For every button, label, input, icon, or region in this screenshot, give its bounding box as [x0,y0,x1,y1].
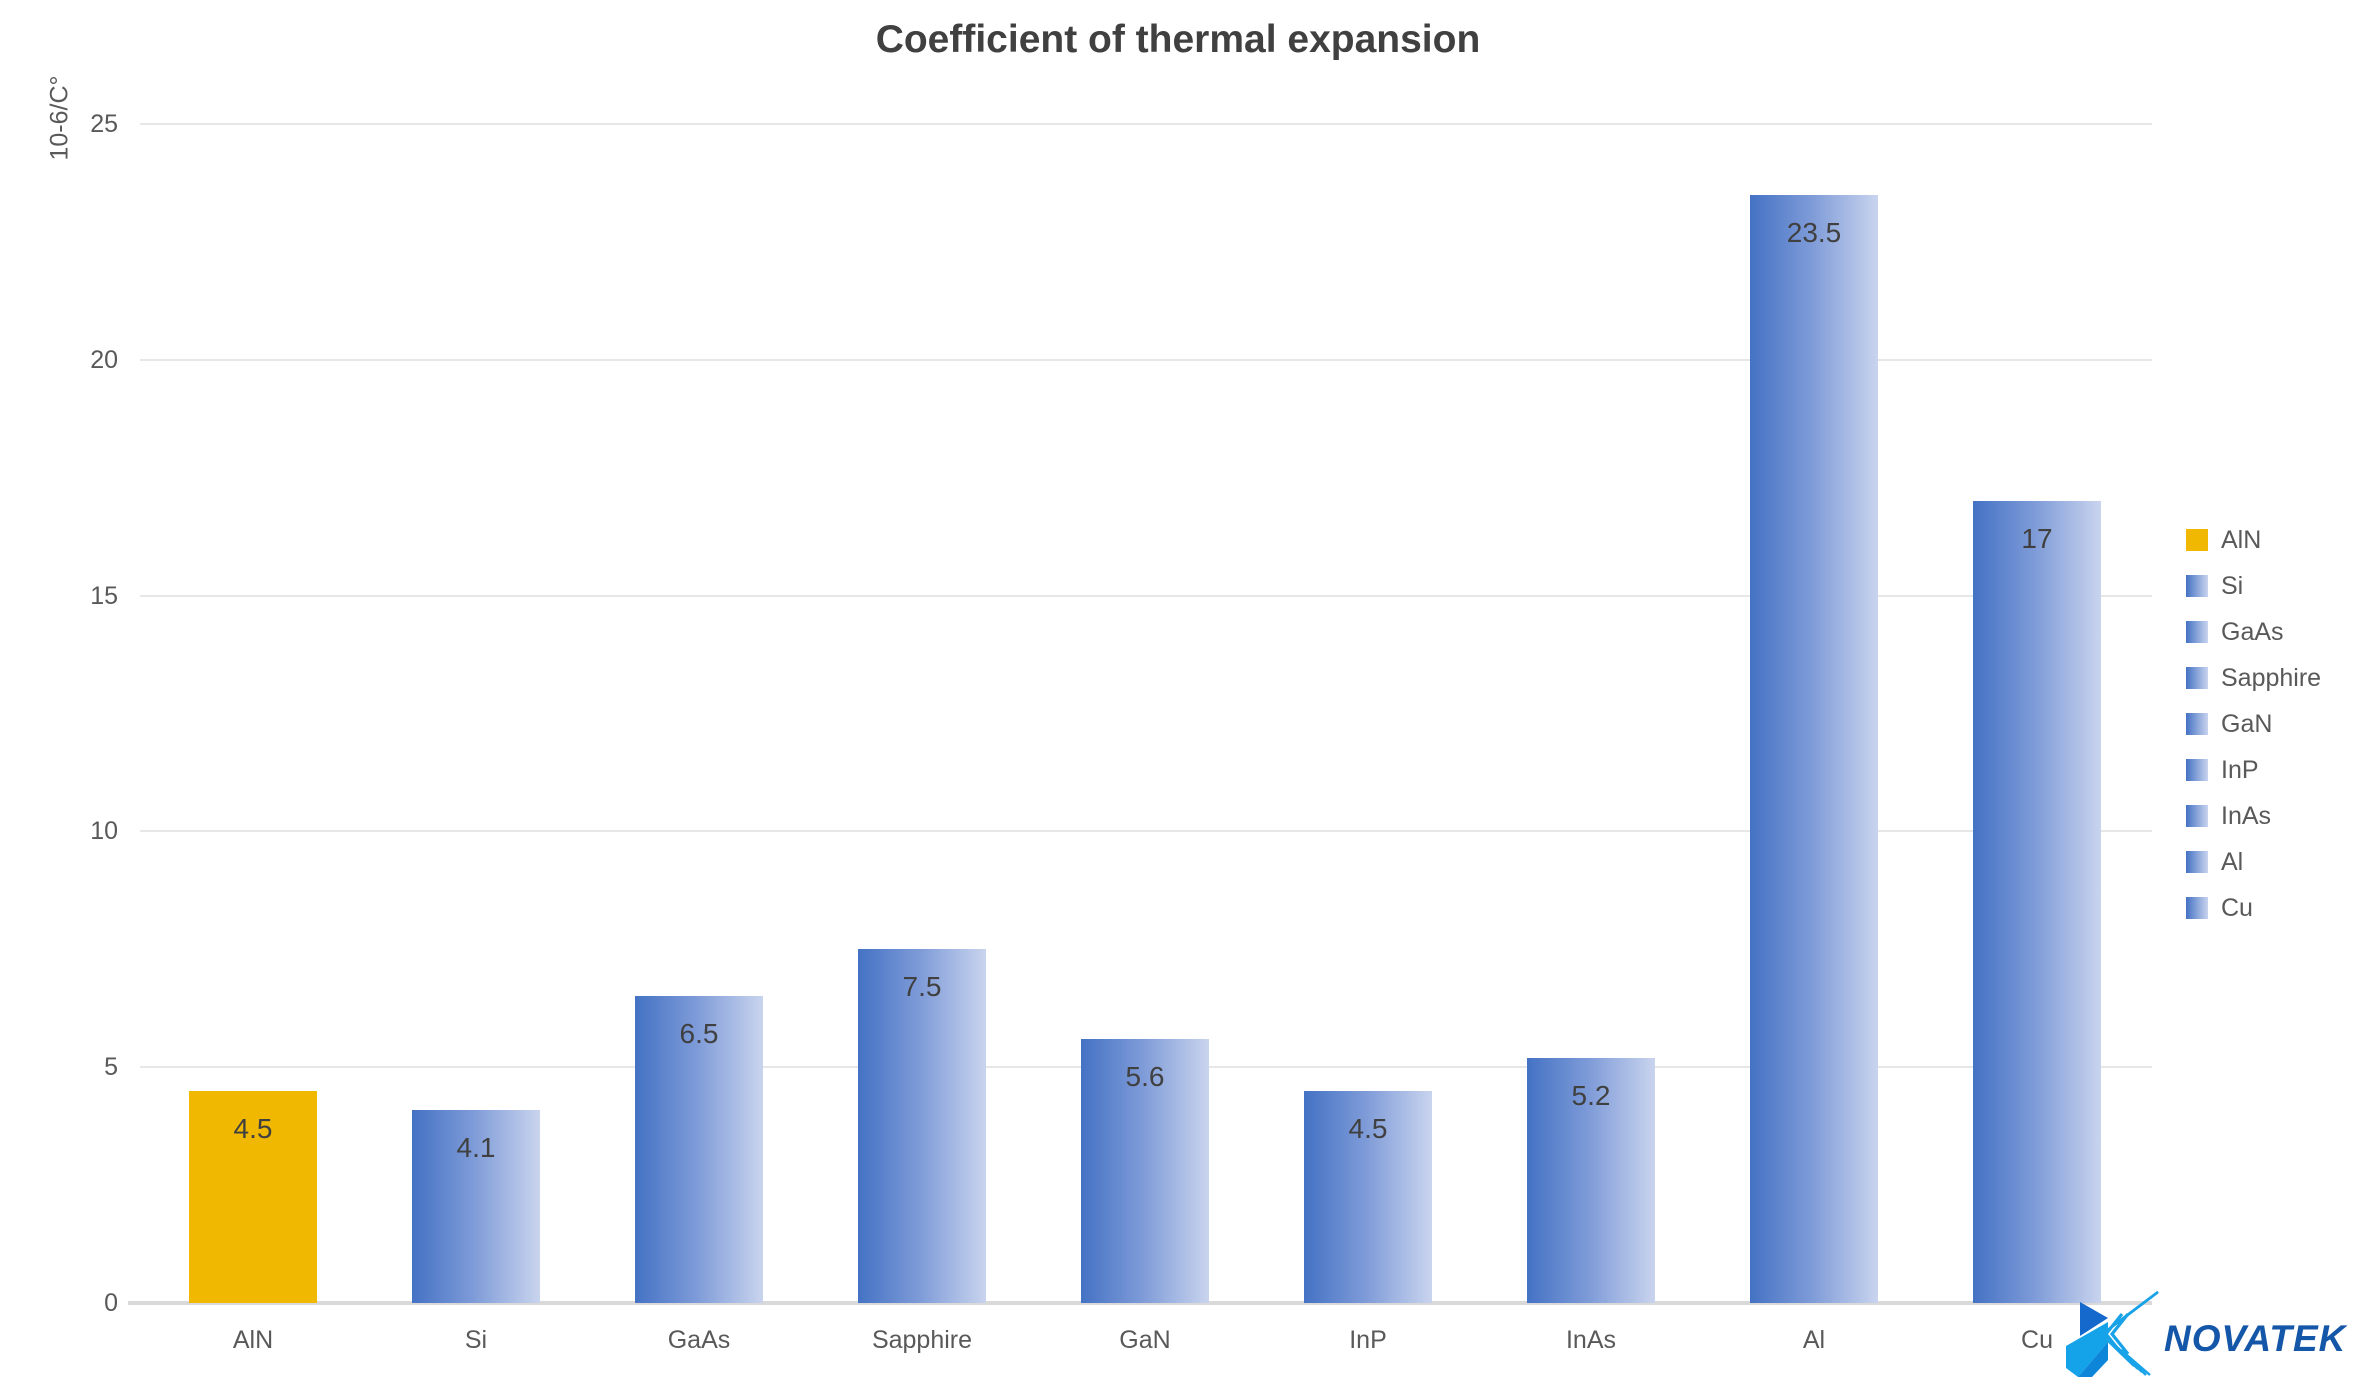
legend-item-Sapphire: Sapphire [2186,655,2321,701]
xtick-label-Sapphire: Sapphire [871,1326,973,1354]
legend-swatch-Si [2186,575,2208,597]
novatek-logo-icon [2066,1291,2159,1377]
legend-label-Sapphire: Sapphire [2221,663,2322,692]
bar-InP [1304,1091,1432,1303]
legend-swatch-AlN [2186,529,2208,551]
x-axis-line [128,1301,2152,1305]
value-label-GaAs: 6.5 [679,1018,719,1049]
gridline-15 [140,594,2152,597]
legend-label-InAs: InAs [2221,801,2272,830]
ytick-label-15: 15 [90,581,118,610]
value-label-GaN: 5.6 [1125,1061,1165,1092]
bar-GaAs [635,996,763,1303]
bar-Sapphire [858,949,986,1303]
xtick-label-InP: InP [1349,1326,1387,1354]
ytick-label-10: 10 [90,817,118,846]
novatek-logo: NOVATEK [2058,1284,2356,1379]
bar-Si [412,1110,540,1303]
legend-label-GaN: GaN [2221,709,2273,738]
legend-swatch-Cu [2186,897,2208,919]
value-label-AlN: 4.5 [233,1113,273,1144]
gridline-10 [140,830,2152,833]
legend-item-InP: InP [2186,747,2321,793]
legend-label-Al: Al [2221,847,2244,876]
legend-item-Si: Si [2186,563,2321,609]
xtick-label-GaAs: GaAs [667,1326,731,1354]
value-label-Al: 23.5 [1786,217,1842,248]
xtick-label-Si: Si [464,1326,488,1354]
xtick-label-GaN: GaN [1119,1326,1171,1354]
chart-title: Coefficient of thermal expansion [875,18,1481,61]
legend: AlN Si GaAs Sapphire GaN InP InAs Al Cu [2186,517,2321,931]
gridline-25 [140,123,2152,125]
legend-swatch-Sapphire [2186,667,2208,689]
legend-item-Al: Al [2186,839,2321,885]
novatek-logo-text: NOVATEK [2164,1317,2347,1359]
bar-AlN [189,1091,317,1303]
value-label-Sapphire: 7.5 [902,971,942,1002]
xtick-label-AlN: AlN [232,1326,274,1354]
legend-label-InP: InP [2221,755,2259,784]
legend-label-Cu: Cu [2221,893,2253,922]
value-label-InAs: 5.2 [1571,1080,1611,1111]
ytick-label-25: 25 [90,110,118,138]
ytick-label-0: 0 [104,1289,118,1317]
legend-item-InAs: InAs [2186,793,2321,839]
legend-swatch-GaN [2186,713,2208,735]
value-label-Cu: 17 [2021,523,2053,554]
gridline-20 [140,358,2152,361]
legend-item-AlN: AlN [2186,517,2321,563]
legend-swatch-GaAs [2186,621,2208,643]
value-label-Si: 4.1 [456,1132,496,1163]
legend-swatch-InAs [2186,805,2208,827]
xtick-label-InAs: InAs [1565,1326,1617,1354]
legend-label-AlN: AlN [2221,525,2262,554]
xtick-label-Cu: Cu [2021,1326,2053,1354]
legend-item-GaN: GaN [2186,701,2321,747]
legend-label-Si: Si [2221,571,2244,600]
legend-swatch-InP [2186,759,2208,781]
legend-swatch-Al [2186,851,2208,873]
bar-Cu [1973,501,2101,1303]
legend-label-GaAs: GaAs [2221,617,2284,646]
value-label-InP: 4.5 [1348,1113,1388,1144]
xtick-label-Al: Al [1802,1326,1826,1354]
bar-Al [1750,195,1878,1303]
ytick-label-20: 20 [90,345,118,374]
bar-GaN [1081,1039,1209,1303]
legend-item-Cu: Cu [2186,885,2321,931]
legend-item-GaAs: GaAs [2186,609,2321,655]
bar-InAs [1527,1058,1655,1303]
ytick-label-5: 5 [104,1053,118,1082]
